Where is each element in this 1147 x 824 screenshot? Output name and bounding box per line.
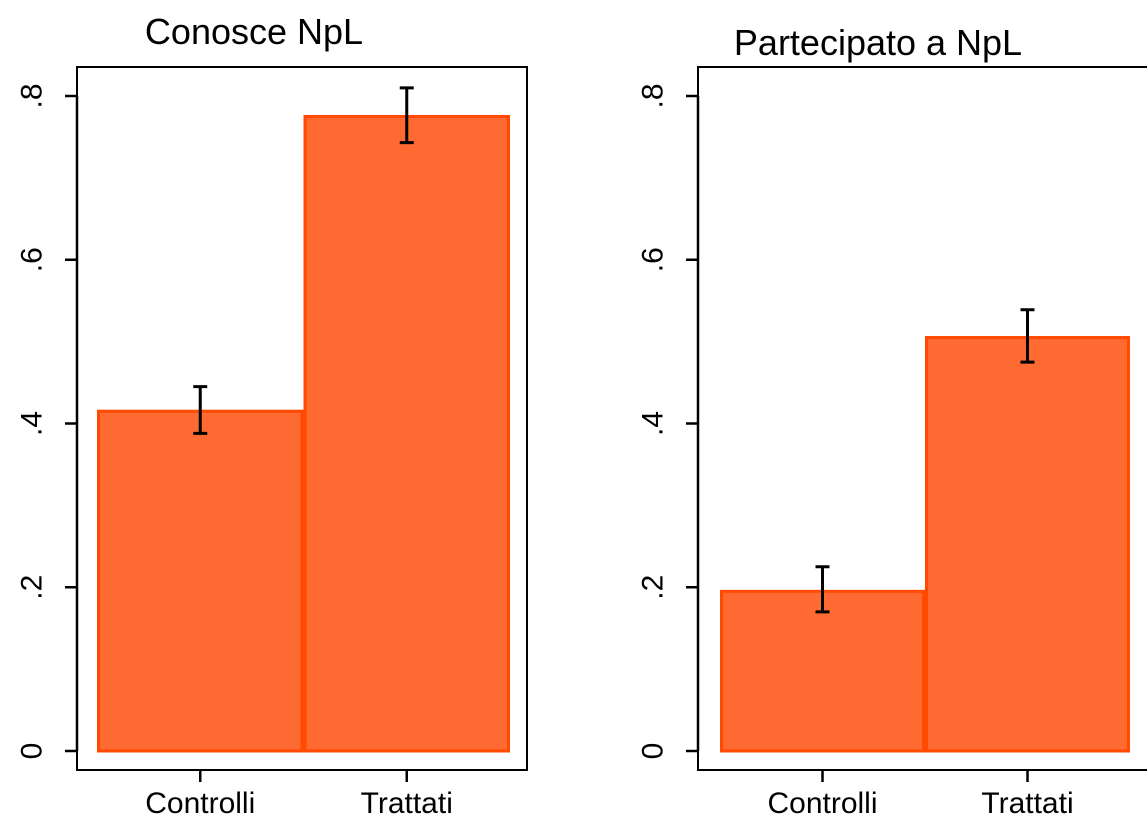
error-bar	[193, 385, 208, 435]
chart-panel-conosce: Conosce NpL 0 .2 .4 .6 .8 Controlli Trattati	[16, 11, 528, 820]
y-tick-label: 0	[637, 743, 670, 760]
y-tick-label: .4	[16, 411, 49, 436]
y-tick-label: .2	[637, 575, 670, 600]
y-tick-label: .2	[16, 575, 49, 600]
y-tick-label: .8	[16, 83, 49, 108]
y-tick-label: .4	[637, 411, 670, 436]
error-bar	[399, 86, 414, 145]
chart-panel-partecipato: Partecipato a NpL 0 .2 .4 .6 .8 Controlli Trat…	[637, 22, 1147, 820]
x-tick-label: Trattati	[361, 787, 453, 820]
y-tick-label: .6	[16, 247, 49, 272]
chart-title: Conosce NpL	[145, 11, 363, 52]
error-bar	[815, 565, 830, 614]
bar-trattati	[925, 336, 1130, 753]
x-tick-label: Controlli	[767, 787, 877, 820]
bar-trattati	[303, 114, 510, 753]
y-tick-label: .6	[637, 247, 670, 272]
x-tick-label: Controlli	[145, 787, 255, 820]
y-tick-label: 0	[16, 743, 49, 760]
y-tick-label: .8	[637, 83, 670, 108]
x-tick-label: Trattati	[981, 787, 1073, 820]
bar-controlli	[720, 589, 925, 753]
error-bar	[1020, 308, 1035, 364]
chart-title: Partecipato a NpL	[734, 22, 1022, 63]
bar-controlli	[97, 409, 304, 753]
